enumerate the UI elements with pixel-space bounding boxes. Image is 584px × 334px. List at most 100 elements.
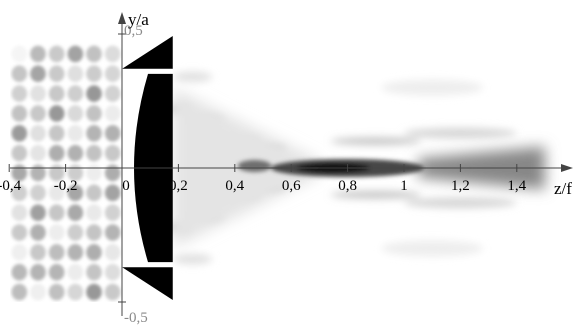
x-tick-label: 1,4	[507, 178, 526, 194]
interference-cell	[48, 124, 65, 142]
interference-cell	[11, 263, 28, 281]
interference-cell	[48, 204, 65, 222]
lens-lower-edge	[122, 267, 173, 300]
x-tick-label: 0,2	[169, 178, 188, 194]
interference-cell	[104, 283, 121, 301]
lens-upper-edge	[122, 36, 173, 69]
interference-cell	[86, 144, 102, 162]
sidelobe	[330, 137, 421, 146]
interference-cell	[30, 45, 46, 63]
interference-cell	[30, 164, 46, 182]
sidelobe	[381, 240, 483, 257]
interference-cell	[86, 124, 102, 142]
interference-cell	[11, 224, 28, 241]
y-tick-label: 0,5	[124, 23, 143, 39]
interference-cell	[104, 244, 121, 261]
sidelobe	[381, 79, 483, 96]
interference-cell	[67, 45, 84, 63]
interference-cell	[86, 283, 102, 301]
interference-cell	[48, 224, 65, 241]
axes	[8, 12, 573, 316]
interference-cell	[86, 204, 102, 222]
interference-cell	[11, 124, 28, 142]
interference-cell	[48, 85, 65, 102]
x-tick-label: 0,8	[338, 178, 357, 194]
interference-cell	[86, 45, 102, 63]
interference-cell	[48, 65, 65, 83]
interference-cell	[104, 144, 121, 162]
y-tick-label: -0,5	[124, 310, 148, 326]
interference-cell	[30, 85, 46, 102]
interference-cell	[48, 184, 65, 202]
interference-cell	[30, 244, 46, 261]
interference-cell	[11, 105, 28, 122]
interference-cell	[86, 224, 102, 241]
interference-cell	[67, 164, 84, 182]
interference-cell	[67, 124, 84, 142]
interference-cell	[11, 204, 28, 222]
interference-cell	[104, 263, 121, 281]
interference-cell	[104, 184, 121, 202]
labels: -0,4 -0,2 0 0,2 0,4 0,6 0,8 1 1,2 1,4 0,5 -0,5 z/f y/…	[0, 10, 572, 326]
x-tick-label: 1,2	[451, 178, 470, 194]
interference-cell	[48, 263, 65, 281]
interference-cell	[104, 224, 121, 241]
x-axis-arrow	[561, 164, 573, 172]
interference-cell	[86, 85, 102, 102]
interference-cell	[48, 105, 65, 122]
y-axis-arrow	[118, 12, 126, 24]
x-tick-label: 0	[122, 178, 130, 194]
interference-cell	[86, 65, 102, 83]
interference-cell	[86, 105, 102, 122]
x-axis-label: z/f	[554, 179, 572, 198]
sidelobe	[404, 127, 517, 139]
interference-cell	[104, 164, 121, 182]
interference-cell	[104, 124, 121, 142]
interference-cell	[86, 263, 102, 281]
interference-cell	[11, 184, 28, 202]
interference-cell	[11, 45, 28, 63]
x-tick-label: 0,4	[225, 178, 244, 194]
interference-cell	[67, 105, 84, 122]
interference-cell	[30, 283, 46, 301]
interference-cell	[30, 124, 46, 142]
x-tick-label: -0,2	[54, 178, 78, 194]
interference-cell	[67, 65, 84, 83]
lens-lower-band	[122, 262, 173, 268]
interference-cell	[30, 105, 46, 122]
interference-cell	[30, 184, 46, 202]
interference-cell	[11, 85, 28, 102]
interference-cell	[30, 263, 46, 281]
interference-cell	[104, 65, 121, 83]
interference-cell	[67, 263, 84, 281]
interference-cell	[48, 144, 65, 162]
sidelobe	[330, 190, 421, 199]
interference-cell	[11, 65, 28, 83]
intensity-heatmap	[11, 45, 545, 301]
interference-cell	[67, 244, 84, 261]
interference-cell	[86, 184, 102, 202]
x-tick-label: -0,4	[0, 178, 22, 194]
interference-cell	[67, 283, 84, 301]
interference-cell	[11, 164, 28, 182]
interference-cell	[48, 244, 65, 261]
interference-cell	[104, 45, 121, 63]
x-tick-label: 0,6	[282, 178, 301, 194]
prefocus-lobe	[237, 160, 272, 172]
interference-cell	[30, 204, 46, 222]
interference-cell	[11, 283, 28, 301]
sidelobe	[172, 253, 213, 265]
interference-cell	[67, 224, 84, 241]
interference-cell	[48, 45, 65, 63]
interference-cell	[104, 204, 121, 222]
interference-cell	[30, 65, 46, 83]
sidelobe	[172, 71, 213, 83]
interference-cell	[11, 144, 28, 162]
interference-cell	[104, 105, 121, 122]
y-axis-label: y/a	[128, 10, 149, 29]
interference-cell	[30, 224, 46, 241]
interference-cell	[67, 85, 84, 102]
interference-cell	[104, 85, 121, 102]
interference-cell	[48, 164, 65, 182]
interference-cell	[86, 164, 102, 182]
